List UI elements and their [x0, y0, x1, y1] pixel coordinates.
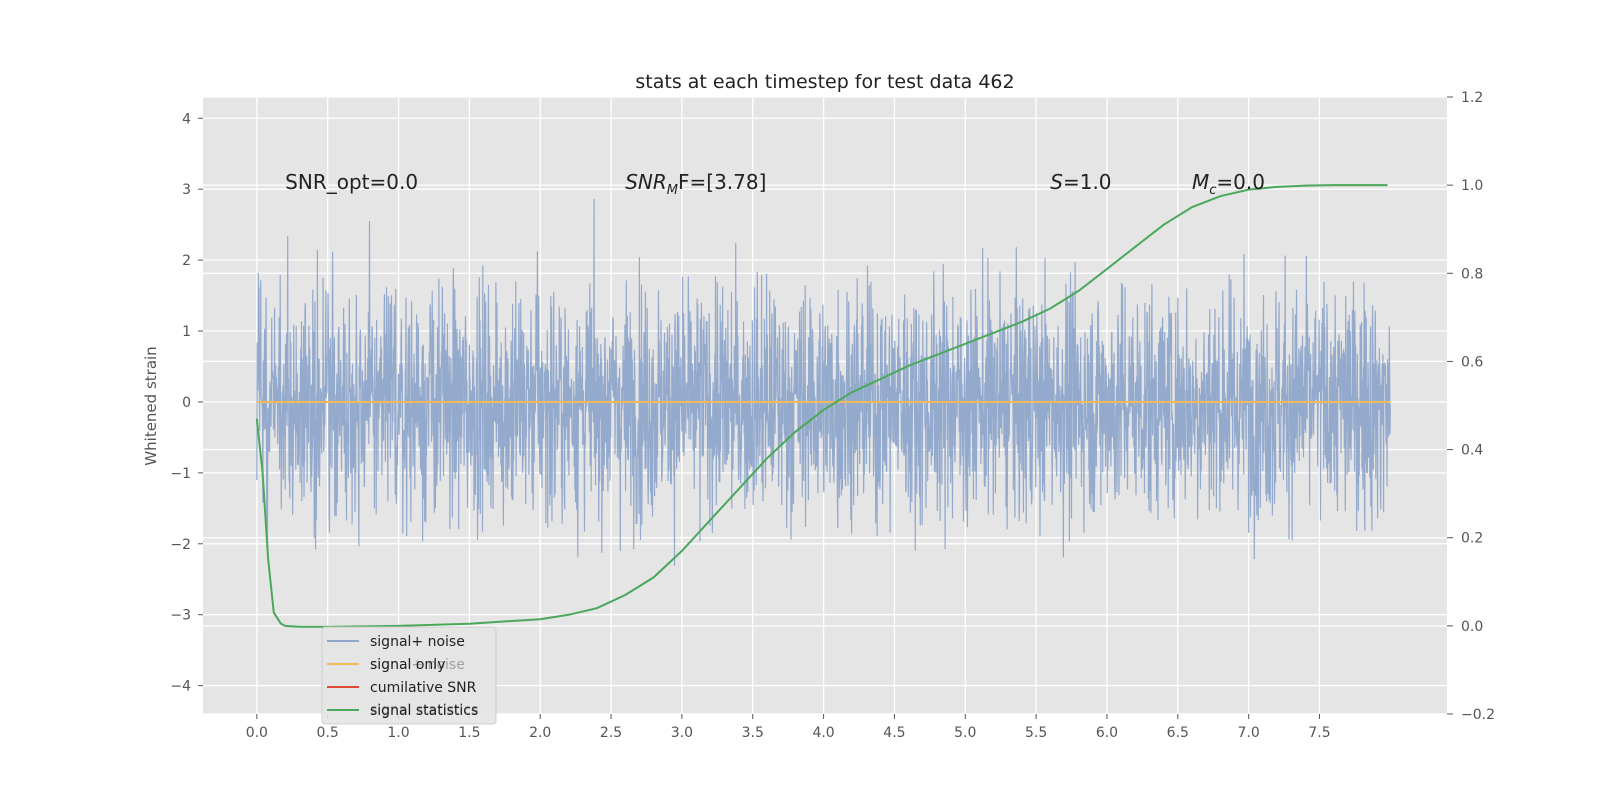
series-line-signal-statistics — [255, 184, 1388, 628]
signal-plus-noise-line — [256, 198, 1391, 566]
y-axis-label: Whitened strain — [142, 346, 160, 465]
y-tick-label-2: −2 — [170, 537, 191, 553]
x-tick-label-12: 6.0 — [1096, 725, 1118, 741]
legend-entry-1: signal only — [370, 657, 445, 673]
legend-ghost-1: signal statistics — [370, 702, 478, 718]
legend-entry-0: signal+ noise — [370, 634, 465, 650]
y2-tick-label-6: 1.0 — [1461, 178, 1483, 194]
y2-tick-label-4: 0.6 — [1461, 354, 1483, 370]
annotation-1: SNRMF=[3.78] — [625, 170, 766, 198]
x-tick-label-6: 3.0 — [671, 725, 693, 741]
y-axis-right: −0.2 0.0 0.2 0.4 0.6 0.8 1.0 1.2 — [1447, 90, 1495, 723]
y2-tick-label-5: 0.8 — [1461, 266, 1483, 282]
chart-title: stats at each timestep for test data 462 — [635, 71, 1014, 93]
y-tick-label-6: 2 — [182, 253, 191, 269]
x-tick-label-15: 7.5 — [1308, 725, 1330, 741]
x-tick-label-3: 1.5 — [458, 725, 480, 741]
x-axis: 0.0 0.5 1.0 1.5 2.0 2.5 3.0 3.5 4.0 4.5 5.0 5.5 6.0 6… — [246, 714, 1331, 741]
legend-entry-3: signal statistics — [370, 703, 478, 719]
annotation-3: Mc=0.0 — [1192, 170, 1265, 198]
y2-tick-label-3: 0.4 — [1461, 443, 1483, 459]
x-tick-label-13: 6.5 — [1167, 725, 1189, 741]
x-tick-label-0: 0.0 — [246, 725, 268, 741]
legend-box — [321, 626, 497, 725]
annotation-2: S=1.0 — [1050, 170, 1111, 194]
annotation-0: SNR_opt=0.0 — [285, 170, 418, 194]
x-tick-label-8: 4.0 — [812, 725, 834, 741]
x-tick-label-14: 7.0 — [1238, 725, 1260, 741]
x-tick-label-2: 1.0 — [387, 725, 409, 741]
y2-tick-label-7: 1.2 — [1461, 90, 1483, 106]
y-tick-label-4: 0 — [182, 395, 191, 411]
x-tick-label-11: 5.5 — [1025, 725, 1047, 741]
signal-plus-noise-series — [256, 198, 1391, 566]
x-tick-label-9: 4.5 — [883, 725, 905, 741]
y-tick-label-5: 1 — [182, 324, 191, 340]
x-tick-label-1: 0.5 — [317, 725, 339, 741]
y-tick-label-1: −3 — [170, 608, 191, 624]
x-tick-label-5: 2.5 — [600, 725, 622, 741]
x-tick-label-4: 2.0 — [529, 725, 551, 741]
y-axis-left: −4 −3 −2 −1 0 1 2 3 4 — [170, 111, 203, 695]
y-tick-label-8: 4 — [182, 111, 191, 127]
y-tick-label-7: 3 — [182, 182, 191, 198]
legend-entry-2: cumilative SNR — [370, 680, 477, 696]
legend-ghost-0: signal+ noise — [370, 657, 465, 673]
x-tick-label-10: 5.0 — [954, 725, 976, 741]
annotations: SNR_opt=0.0 SNRMF=[3.78] S=1.0 Mc=0.0 — [285, 170, 1265, 198]
series-lines — [255, 184, 1391, 628]
y2-tick-label-0: −0.2 — [1461, 707, 1495, 723]
y2-tick-label-2: 0.2 — [1461, 531, 1483, 547]
y-tick-label-3: −1 — [170, 466, 191, 482]
y-tick-label-0: −4 — [170, 679, 191, 695]
y2-tick-label-1: 0.0 — [1461, 619, 1483, 635]
x-tick-label-7: 3.5 — [742, 725, 764, 741]
legend: signal+ noise signal statistics signal+ no… — [321, 626, 497, 725]
